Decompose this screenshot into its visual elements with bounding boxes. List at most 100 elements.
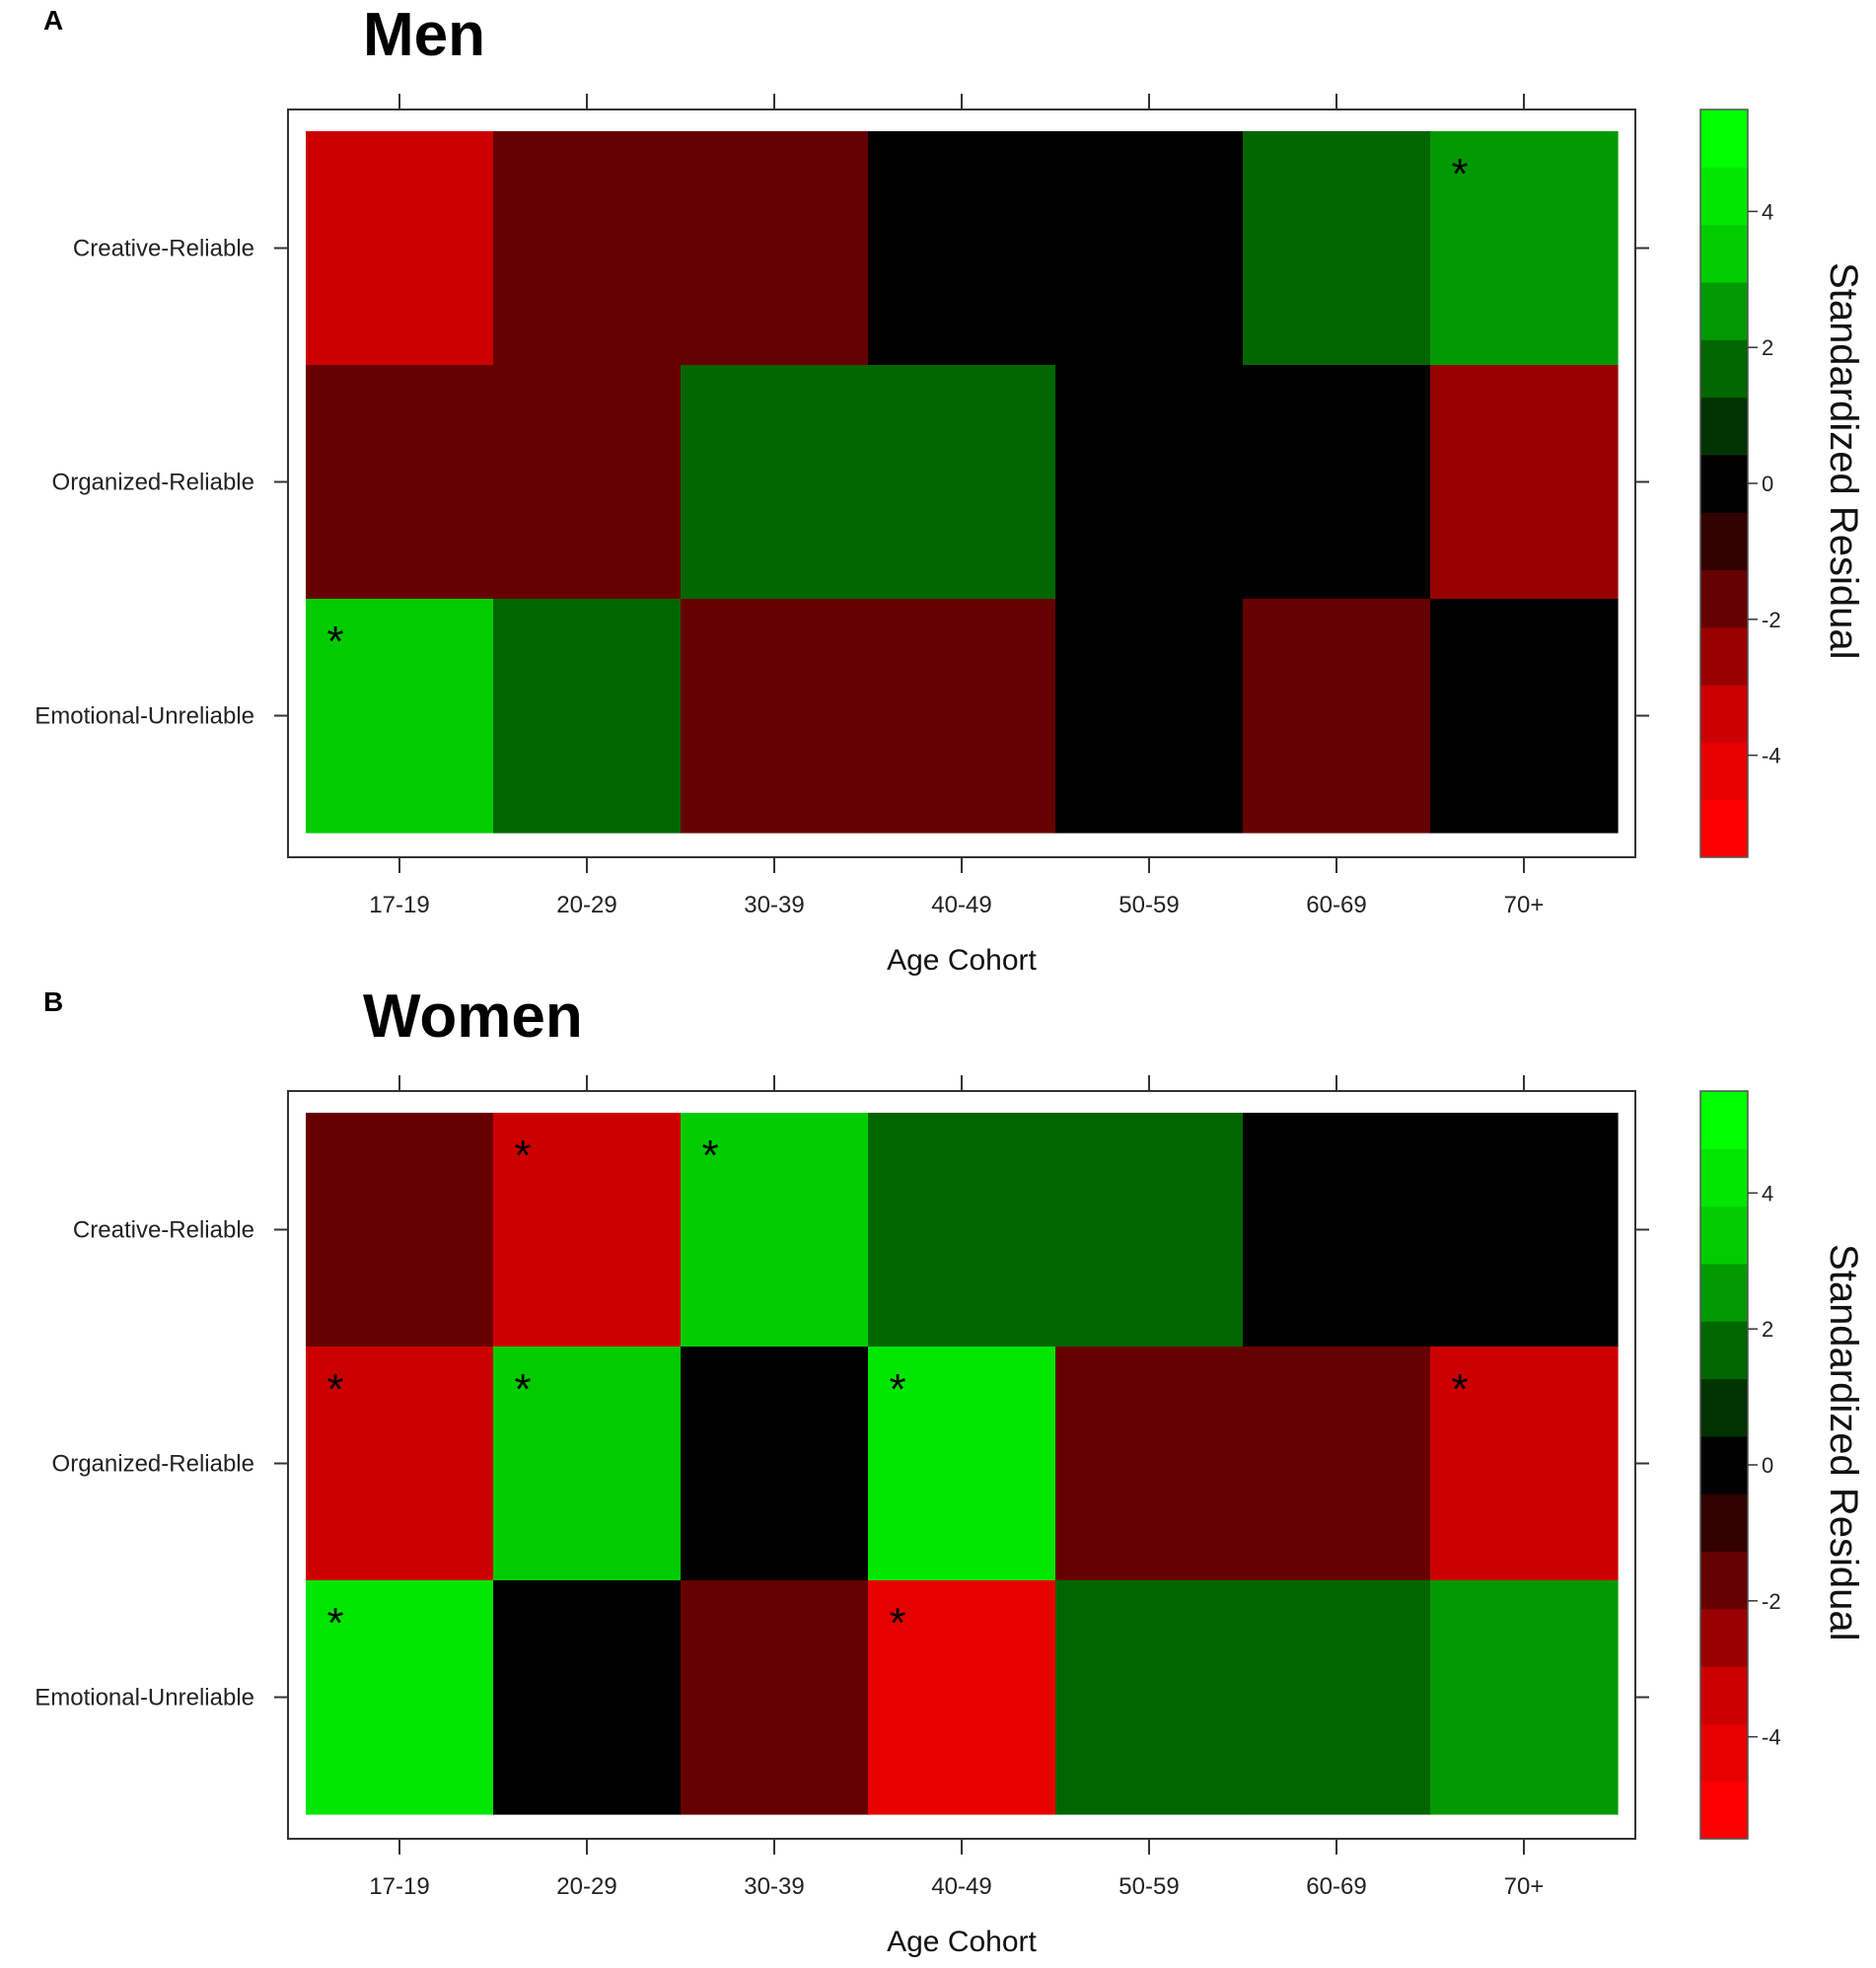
colorbar-segment [1700, 339, 1748, 399]
colorbar-title: Standardized Residual [1822, 262, 1865, 659]
colorbar-segment [1700, 1608, 1748, 1667]
panel-title: Women [363, 983, 583, 1051]
y-category-label: Emotional-Unreliable [35, 703, 254, 730]
chart-panel-b: B Women * * * * * * * * 17-19 20-29 30-39 40-49 50-59 6… [35, 983, 1865, 1958]
heatmap-cell [1243, 131, 1431, 366]
colorbar-segment [1700, 569, 1748, 628]
x-tick-label: 30-39 [744, 892, 804, 918]
heatmap-cell [493, 599, 682, 834]
colorbar-tick-label: 4 [1762, 199, 1773, 224]
x-axis-label: Age Cohort [887, 944, 1037, 977]
significance-asterisk: * [1451, 1365, 1468, 1414]
colorbar-segment [1700, 626, 1748, 686]
colorbar-segment [1700, 224, 1748, 283]
y-category-label: Organized-Reliable [52, 470, 254, 496]
y-category-label: Creative-Reliable [73, 236, 254, 262]
heatmap-cell [306, 1113, 494, 1348]
panel-letter: B [43, 986, 63, 1017]
heatmap-cell [306, 365, 494, 600]
heatmap-cell [1430, 1347, 1619, 1581]
x-tick-label: 60-69 [1306, 1873, 1366, 1900]
significance-asterisk: * [701, 1131, 718, 1180]
significance-asterisk: * [326, 618, 343, 666]
colorbar-segment [1700, 1091, 1748, 1149]
colorbar-segment [1700, 1263, 1748, 1322]
heatmap-cell [1430, 599, 1619, 834]
heatmap-cell [868, 1347, 1056, 1581]
heatmap-cell [1055, 1113, 1244, 1348]
x-tick-label: 40-49 [931, 892, 991, 918]
colorbar-segment [1700, 1723, 1748, 1783]
panel-title: Men [363, 1, 485, 69]
heatmap-cell [493, 1113, 682, 1348]
colorbar-tick-label: 2 [1762, 1317, 1773, 1342]
significance-asterisk: * [326, 1599, 343, 1647]
heatmap-cell [681, 1580, 869, 1815]
x-tick-label: 20-29 [556, 892, 616, 918]
colorbar-segment [1700, 685, 1748, 743]
x-tick-label: 70+ [1504, 892, 1545, 918]
heatmap-cell [1055, 1347, 1244, 1581]
colorbar-tick-label: -2 [1762, 608, 1781, 632]
colorbar-segment [1700, 1205, 1748, 1265]
significance-asterisk: * [889, 1365, 905, 1414]
x-tick-label: 50-59 [1118, 892, 1179, 918]
panel-letter: A [43, 5, 63, 36]
colorbar-segment [1700, 1666, 1748, 1724]
heatmap-cell [1430, 131, 1619, 366]
heatmap-cell [1430, 1113, 1619, 1348]
heatmap-cell [1430, 1580, 1619, 1815]
y-category-label: Emotional-Unreliable [35, 1685, 254, 1712]
heatmap-cell [1055, 131, 1244, 366]
colorbar-segment [1700, 1551, 1748, 1610]
colorbar-segment [1700, 1781, 1748, 1840]
heatmap-cell [681, 599, 869, 834]
colorbar-segment [1700, 167, 1748, 226]
x-tick-label: 20-29 [556, 1873, 616, 1900]
heatmap-cell [493, 1347, 682, 1581]
colorbar-tick-label: 0 [1762, 472, 1773, 496]
colorbar-segment [1700, 1321, 1748, 1380]
y-category-label: Organized-Reliable [52, 1451, 254, 1478]
heatmap-cell [306, 131, 494, 366]
heatmap-cell [1243, 1580, 1431, 1815]
chart-panel-a: A Men * * 17-19 20-29 30-39 40-49 50-59 60-69 70+ C… [35, 1, 1865, 977]
colorbar-segment [1700, 799, 1748, 858]
significance-asterisk: * [1451, 150, 1468, 198]
heatmap-cell [1055, 599, 1244, 834]
x-tick-label: 30-39 [744, 1873, 804, 1900]
heatmap-cell [868, 599, 1056, 834]
heatmap-cell [1243, 1347, 1431, 1581]
heatmap-cell [306, 599, 494, 834]
heatmap-cell [681, 1347, 869, 1581]
x-tick-label: 17-19 [369, 1873, 429, 1900]
heatmap-cell [1430, 365, 1619, 600]
colorbar-tick-label: -2 [1762, 1589, 1781, 1614]
colorbar-segment [1700, 397, 1748, 456]
heatmap-cell [1243, 1113, 1431, 1348]
y-category-label: Creative-Reliable [73, 1217, 254, 1244]
heatmap-cell [681, 131, 869, 366]
heatmap-cell [1055, 365, 1244, 600]
heatmap-cell [493, 131, 682, 366]
heatmap-cell [493, 365, 682, 600]
x-tick-label: 17-19 [369, 892, 429, 918]
x-tick-label: 40-49 [931, 1873, 991, 1900]
colorbar-tick-label: 0 [1762, 1453, 1773, 1478]
x-tick-label: 50-59 [1118, 1873, 1179, 1900]
heatmap-cell [1243, 365, 1431, 600]
colorbar-title: Standardized Residual [1822, 1244, 1865, 1640]
heatmap-cell [306, 1580, 494, 1815]
heatmap-cell [1243, 599, 1431, 834]
colorbar-segment [1700, 1378, 1748, 1437]
colorbar-segment [1700, 281, 1748, 340]
colorbar-tick-label: -4 [1762, 1725, 1781, 1750]
heatmap-cell [493, 1580, 682, 1815]
significance-asterisk: * [326, 1365, 343, 1414]
significance-asterisk: * [889, 1599, 905, 1647]
colorbar-segment [1700, 454, 1748, 513]
significance-asterisk: * [514, 1365, 531, 1414]
colorbar-segment [1700, 512, 1748, 571]
heatmap-cell [868, 1580, 1056, 1815]
